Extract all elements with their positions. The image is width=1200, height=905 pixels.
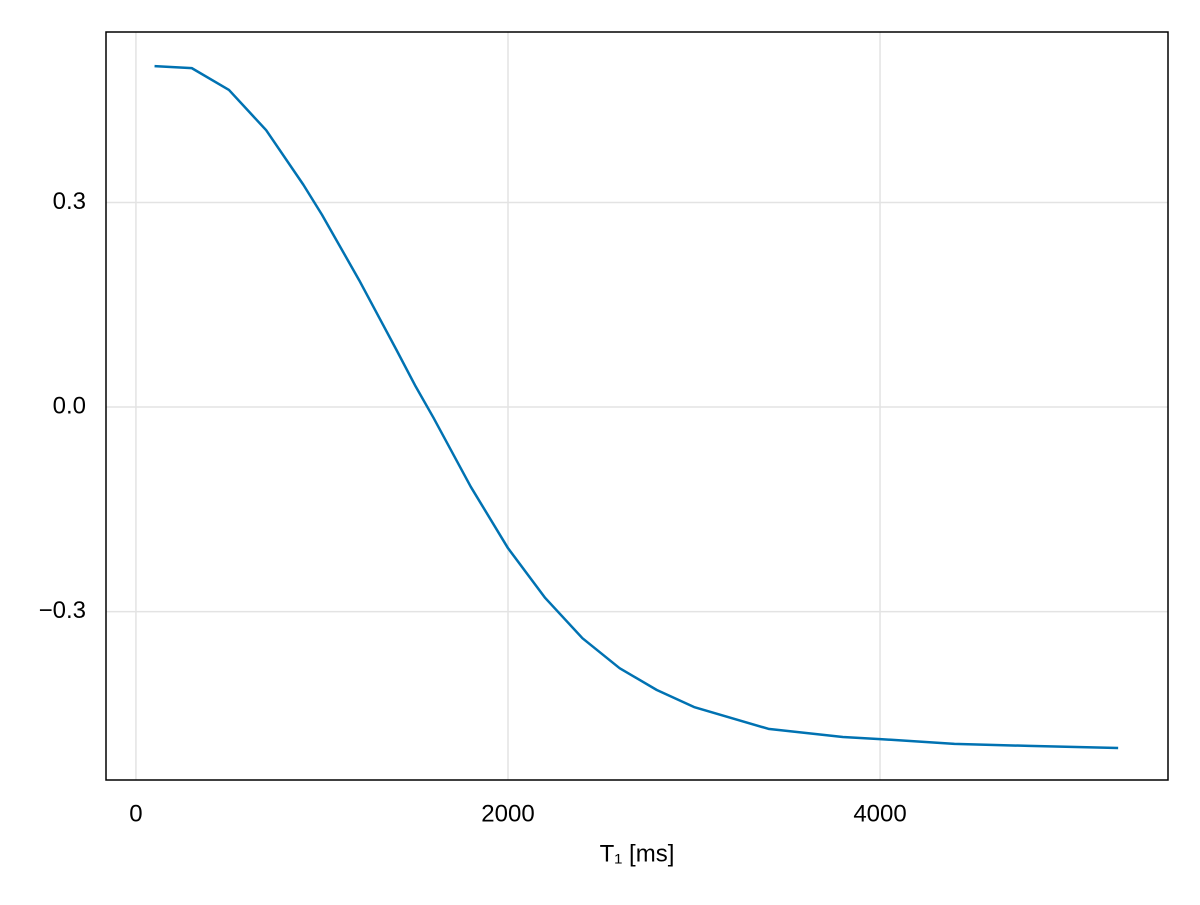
x-tick-label: 4000 (853, 800, 906, 827)
line-series (154, 64, 1119, 750)
plot-frame (105, 31, 1169, 781)
y-tick-label: −0.3 (39, 597, 86, 624)
y-tick-label: 0.3 (53, 188, 86, 215)
x-tick-label: 0 (129, 800, 142, 827)
x-tick-label: 2000 (481, 800, 534, 827)
y-tick-label: 0.0 (53, 392, 86, 419)
x-axis-label: T₁ [ms] (600, 840, 675, 867)
